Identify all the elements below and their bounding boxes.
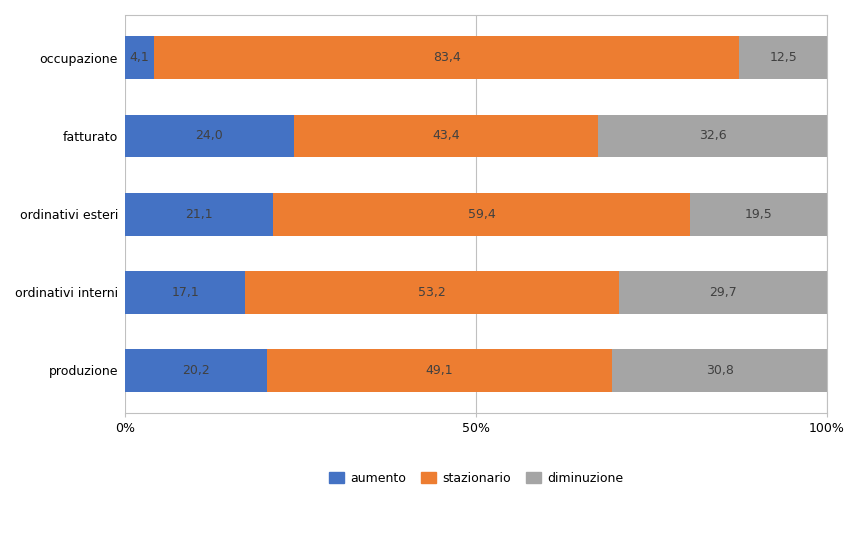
Bar xyxy=(599,115,827,157)
Bar xyxy=(273,193,691,235)
Text: 24,0: 24,0 xyxy=(195,129,224,143)
Text: 53,2: 53,2 xyxy=(418,286,445,299)
Bar xyxy=(125,193,273,235)
Text: 12,5: 12,5 xyxy=(770,51,797,64)
Text: 21,1: 21,1 xyxy=(185,207,213,221)
Text: 4,1: 4,1 xyxy=(130,51,150,64)
Bar xyxy=(245,271,618,313)
Bar xyxy=(293,115,599,157)
Bar xyxy=(740,37,827,79)
Bar xyxy=(125,271,245,313)
Bar xyxy=(691,193,827,235)
Text: 59,4: 59,4 xyxy=(468,207,495,221)
Text: 43,4: 43,4 xyxy=(432,129,460,143)
Text: 30,8: 30,8 xyxy=(706,364,734,377)
Text: 29,7: 29,7 xyxy=(709,286,737,299)
Bar xyxy=(125,115,293,157)
Bar xyxy=(267,349,611,391)
Bar xyxy=(125,349,267,391)
Text: 49,1: 49,1 xyxy=(426,364,453,377)
Bar xyxy=(618,271,827,313)
Bar xyxy=(611,349,828,391)
Text: 19,5: 19,5 xyxy=(745,207,772,221)
Text: 20,2: 20,2 xyxy=(182,364,210,377)
Text: 83,4: 83,4 xyxy=(433,51,460,64)
Text: 17,1: 17,1 xyxy=(171,286,199,299)
Bar xyxy=(125,37,154,79)
Text: 32,6: 32,6 xyxy=(699,129,727,143)
Legend: aumento, stazionario, diminuzione: aumento, stazionario, diminuzione xyxy=(324,467,629,490)
Bar xyxy=(154,37,740,79)
